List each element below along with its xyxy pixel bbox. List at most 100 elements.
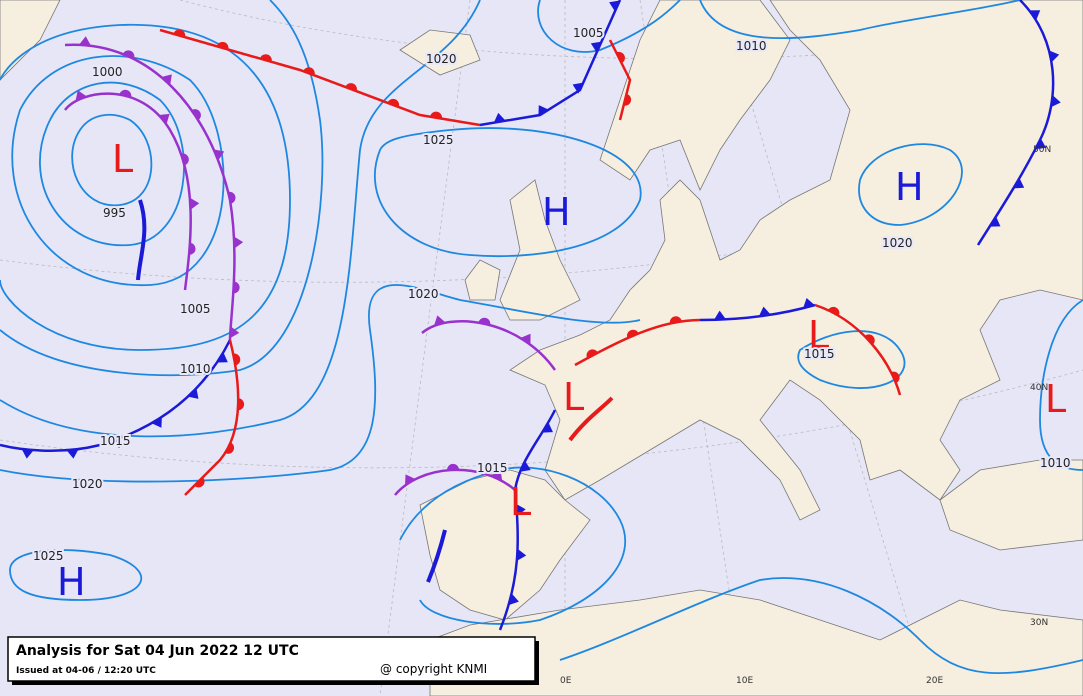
isobar-label: 1010	[180, 362, 211, 376]
front-symbol	[713, 310, 726, 320]
isobar-label: 1015	[804, 347, 835, 361]
low: L	[112, 137, 133, 181]
front	[568, 396, 614, 442]
front-symbol	[228, 191, 236, 204]
low: L	[808, 313, 829, 357]
front-symbol	[1049, 50, 1060, 63]
front-symbol	[989, 216, 1001, 227]
front-symbol	[233, 236, 244, 249]
front-symbol	[229, 326, 240, 339]
front	[608, 39, 632, 121]
isobars	[0, 0, 1083, 675]
high: H	[542, 190, 571, 234]
front-symbol	[572, 82, 584, 94]
front-symbols	[21, 0, 1061, 606]
front-symbol	[233, 281, 240, 294]
front	[498, 409, 557, 631]
front	[64, 43, 236, 341]
front-symbol	[158, 113, 170, 125]
isobar-label: 1020	[426, 52, 457, 66]
front	[426, 529, 447, 583]
front-symbol	[1035, 138, 1047, 150]
front-symbol	[194, 477, 205, 488]
front-symbol	[110, 437, 122, 449]
front	[574, 318, 701, 367]
front-symbol	[303, 67, 315, 76]
front-symbol	[161, 74, 172, 86]
front-symbol	[538, 105, 549, 116]
front	[0, 339, 232, 452]
front-symbol	[1051, 95, 1061, 108]
isobar-label: 1010	[736, 39, 767, 53]
front-symbol	[189, 197, 200, 210]
isobar-label: 1005	[573, 26, 604, 40]
front-symbol	[173, 29, 186, 38]
graticule-label: 0E	[560, 676, 572, 686]
isobar-label: 1005	[180, 302, 211, 316]
graticule-label: 50N	[1033, 145, 1051, 155]
front	[976, 0, 1055, 246]
front-symbol	[119, 89, 132, 98]
high: H	[895, 165, 924, 209]
front-symbol	[259, 54, 272, 62]
issued-time: Issued at 04-06 / 12:20 UTC	[16, 666, 156, 676]
isobar-label: 1025	[423, 133, 454, 147]
front-symbol	[1029, 10, 1041, 21]
isobar-label: 1000	[92, 65, 123, 79]
front-symbol	[430, 111, 442, 119]
front-symbol	[891, 371, 900, 384]
front-symbol	[405, 474, 416, 486]
front-symbol	[75, 90, 87, 101]
front	[184, 339, 240, 496]
low: L	[1045, 377, 1066, 421]
front-symbol	[216, 41, 229, 50]
front-symbol	[828, 306, 840, 316]
front-symbol	[66, 449, 79, 459]
front-symbol	[616, 51, 625, 64]
front-symbol	[447, 463, 459, 471]
front-symbol	[79, 36, 91, 46]
isobar-label: 1020	[408, 287, 439, 301]
front-symbol	[520, 333, 531, 345]
isobar-label: 1015	[100, 434, 131, 448]
isobar-label: 995	[103, 206, 126, 220]
front	[814, 303, 902, 396]
front	[421, 320, 557, 371]
front-symbol	[493, 112, 506, 123]
front	[394, 468, 516, 496]
front-symbol	[669, 316, 682, 324]
front-symbol	[803, 297, 815, 309]
front-symbol	[233, 353, 241, 366]
high: H	[57, 560, 86, 604]
front-symbol	[217, 352, 228, 363]
graticule-label: 40N	[1030, 383, 1048, 393]
front-symbol	[237, 398, 245, 411]
front-symbol	[609, 0, 620, 12]
front	[159, 28, 481, 127]
front-symbol	[225, 442, 235, 454]
copyright: @ copyright KNMI	[380, 662, 487, 676]
front-symbol	[189, 242, 196, 255]
low: L	[510, 480, 531, 524]
front	[136, 199, 147, 281]
front-symbol	[586, 349, 598, 359]
front-symbol	[387, 98, 400, 108]
front-symbol	[590, 41, 602, 53]
front-symbol	[623, 93, 632, 106]
front-symbol	[520, 460, 531, 472]
front-symbol	[151, 416, 162, 428]
labels: L H H L L L L H 1000 995 1005 1010 1015 …	[31, 24, 1073, 686]
front-symbol	[345, 83, 357, 92]
low: L	[563, 375, 584, 419]
front-symbol	[491, 470, 503, 481]
front-symbol	[758, 306, 771, 317]
graticule-label: 30N	[1030, 618, 1048, 628]
graticule-label: 10E	[736, 676, 753, 686]
front-symbol	[191, 109, 201, 121]
front-symbol	[478, 317, 491, 326]
front-symbol	[213, 149, 225, 161]
isobar-label: 1015	[477, 461, 508, 475]
front-symbol	[433, 315, 446, 326]
graticule-label: 20E	[926, 676, 943, 686]
